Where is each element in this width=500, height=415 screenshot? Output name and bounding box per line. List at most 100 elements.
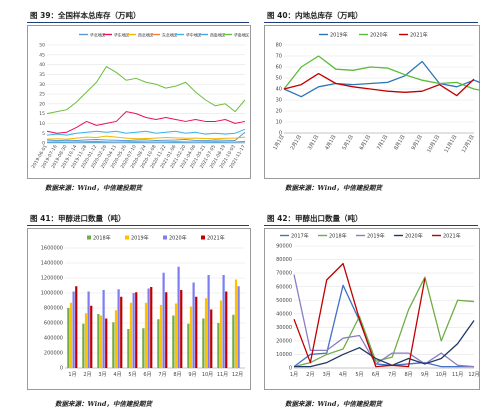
bar <box>84 313 88 368</box>
x-tick-label: 2月 <box>83 372 91 378</box>
y-tick-label: 80 <box>276 43 282 49</box>
legend-label: 东北地区 <box>162 33 177 38</box>
bar <box>82 323 85 368</box>
x-tick-label: 9月1日 <box>411 134 424 151</box>
series-line <box>46 111 246 134</box>
bar <box>129 302 133 368</box>
y-tick-label: 20 <box>39 101 45 107</box>
chart-title-2: 图 40：内地总库存（万吨） <box>267 11 363 20</box>
y-tick-label: 1600000 <box>41 246 63 252</box>
bar <box>97 314 100 368</box>
y-tick-label: 25 <box>39 92 45 98</box>
bar <box>127 329 130 368</box>
bar <box>147 288 150 368</box>
bar <box>75 286 78 368</box>
y-tick-label: 0 <box>279 131 282 137</box>
chart-methanol-imports: 0 200000 400000 600000 800000 1000000 1200000 1… <box>41 235 245 378</box>
legend-label: 华中地区 <box>186 33 201 38</box>
chart-frame-2 <box>264 25 480 179</box>
y-tick-label: 20000 <box>276 338 292 344</box>
legend-label: 2018年 <box>329 233 347 240</box>
y-tick-label: 1000000 <box>41 291 63 297</box>
bar <box>120 296 123 368</box>
chart-title-1: 图 39：全国样本总库存（万吨） <box>30 11 141 20</box>
x-tick-label: 2月 <box>306 372 314 378</box>
x-tick-label: 10月 <box>202 372 213 378</box>
legend-label: 华东地区 <box>114 33 129 38</box>
series-line <box>283 60 480 98</box>
bar <box>157 319 160 368</box>
y-tick-label: 0 <box>42 141 45 147</box>
x-tick-label: 2月1日 <box>290 134 303 151</box>
x-tick-label: 1月1日 <box>272 134 285 151</box>
legend-swatch <box>87 235 91 240</box>
y-tick-label: 30000 <box>276 325 292 331</box>
bar <box>159 305 163 368</box>
legend-label: 西北地区 <box>138 33 153 38</box>
chart-frame-4 <box>264 228 480 390</box>
x-tick-label: 1月 <box>68 372 76 378</box>
series-line <box>293 262 426 368</box>
legend-label: 2020年 <box>405 233 423 240</box>
x-tick-label: 10月 <box>436 372 447 378</box>
bar <box>192 282 195 368</box>
legend-label: 华南地区 <box>234 33 249 38</box>
y-tick-label: 800000 <box>44 306 63 312</box>
y-tick-label: 60000 <box>276 284 292 290</box>
y-tick-label: 1400000 <box>41 261 63 267</box>
bar <box>142 328 145 368</box>
chart-methanol-exports: 0 10000 20000 30000 40000 50000 60000 70000 8000… <box>276 233 480 379</box>
legend-label: 2020年 <box>169 235 187 242</box>
x-tick-label: 9月 <box>188 372 196 378</box>
title-rule-2 <box>264 22 478 23</box>
y-tick-label: 15 <box>39 111 45 117</box>
legend-label: 华北地区 <box>90 33 105 38</box>
bar <box>232 314 235 368</box>
bar <box>187 323 190 368</box>
y-tick-label: 600000 <box>44 321 63 327</box>
x-tick-label: 8月 <box>173 372 181 378</box>
legend-swatch <box>201 235 205 240</box>
bar <box>222 275 225 368</box>
bar <box>112 322 115 368</box>
series-line <box>283 55 480 91</box>
x-tick-label: 9月 <box>421 372 429 378</box>
bar <box>99 315 103 368</box>
bar <box>195 296 198 368</box>
legend-label: 2018年 <box>93 235 111 242</box>
bar <box>114 310 118 368</box>
bar <box>144 302 148 368</box>
bar <box>234 279 238 368</box>
bar <box>69 302 73 368</box>
x-tick-label: 3月1日 <box>307 134 320 151</box>
y-tick-label: 10000 <box>276 352 292 358</box>
x-tick-label: 11月 <box>452 372 463 378</box>
legend-label: 2021年 <box>207 235 225 242</box>
title-rule-1 <box>27 22 249 23</box>
y-tick-label: 0 <box>289 366 292 372</box>
bar <box>90 305 93 368</box>
bar <box>165 292 168 368</box>
legend-swatch <box>163 235 167 240</box>
y-tick-label: 30 <box>276 98 282 104</box>
series-line <box>293 284 474 368</box>
x-tick-label: 6月 <box>143 372 151 378</box>
y-tick-label: 80000 <box>276 257 292 263</box>
y-tick-label: 70000 <box>276 271 292 277</box>
legend-label: 2021年 <box>410 32 428 39</box>
chart-inventory-total: 051015202530354045502019-06-012019-07-16… <box>30 33 249 170</box>
x-tick-label: 5月 <box>128 372 136 378</box>
bar <box>210 309 213 368</box>
x-tick-label: 3月 <box>323 372 331 378</box>
series-line <box>294 320 475 368</box>
y-tick-label: 45 <box>39 52 45 58</box>
bar <box>105 318 108 368</box>
y-tick-label: 70 <box>276 54 282 60</box>
chart-title-4: 图 42：甲醇出口数量（吨） <box>267 214 363 223</box>
y-tick-label: 50000 <box>276 298 292 304</box>
y-tick-label: 50 <box>276 76 282 82</box>
x-tick-label: 12月1日 <box>461 134 476 154</box>
series-line <box>46 131 246 142</box>
source-note-1: 数据来源：Wind，中信建投期货 <box>45 184 142 192</box>
y-tick-label: 400000 <box>44 336 63 342</box>
